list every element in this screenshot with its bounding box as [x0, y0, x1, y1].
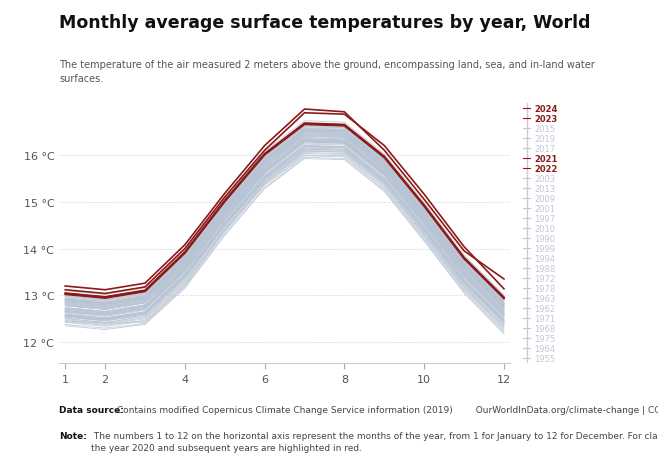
Text: 1963: 1963 — [534, 294, 555, 303]
Text: 1994: 1994 — [534, 254, 555, 263]
Text: 2003: 2003 — [534, 175, 555, 183]
Text: 1997: 1997 — [534, 214, 555, 223]
Text: 2010: 2010 — [534, 225, 555, 233]
Text: Our World
in Data: Our World in Data — [574, 31, 626, 50]
Text: Note:: Note: — [59, 432, 87, 440]
Text: 1999: 1999 — [534, 244, 555, 253]
Text: 2013: 2013 — [534, 184, 555, 194]
Text: 1990: 1990 — [534, 234, 555, 243]
Text: Contains modified Copernicus Climate Change Service information (2019)        Ou: Contains modified Copernicus Climate Cha… — [114, 405, 658, 414]
Text: 1955: 1955 — [534, 354, 555, 363]
Text: 2021: 2021 — [534, 155, 557, 163]
Text: 2019: 2019 — [534, 135, 555, 144]
Text: 1971: 1971 — [534, 314, 555, 323]
Text: The temperature of the air measured 2 meters above the ground, encompassing land: The temperature of the air measured 2 me… — [59, 60, 595, 83]
Text: 2023: 2023 — [534, 115, 557, 124]
Text: 2001: 2001 — [534, 204, 555, 213]
Text: 1962: 1962 — [534, 304, 555, 313]
Text: 1988: 1988 — [534, 264, 555, 273]
Text: Data source:: Data source: — [59, 405, 124, 414]
Text: 1978: 1978 — [534, 284, 555, 293]
Text: 2015: 2015 — [534, 125, 555, 134]
Text: The numbers 1 to 12 on the horizontal axis represent the months of the year, fro: The numbers 1 to 12 on the horizontal ax… — [91, 432, 658, 452]
Text: 2009: 2009 — [534, 194, 555, 203]
Text: 1972: 1972 — [534, 274, 555, 283]
Text: 1964: 1964 — [534, 344, 555, 353]
Text: 1975: 1975 — [534, 334, 555, 343]
Text: Monthly average surface temperatures by year, World: Monthly average surface temperatures by … — [59, 14, 591, 32]
Text: 2024: 2024 — [534, 105, 557, 113]
Text: 2022: 2022 — [534, 164, 557, 174]
Text: 1968: 1968 — [534, 324, 555, 333]
Text: 2017: 2017 — [534, 144, 555, 154]
